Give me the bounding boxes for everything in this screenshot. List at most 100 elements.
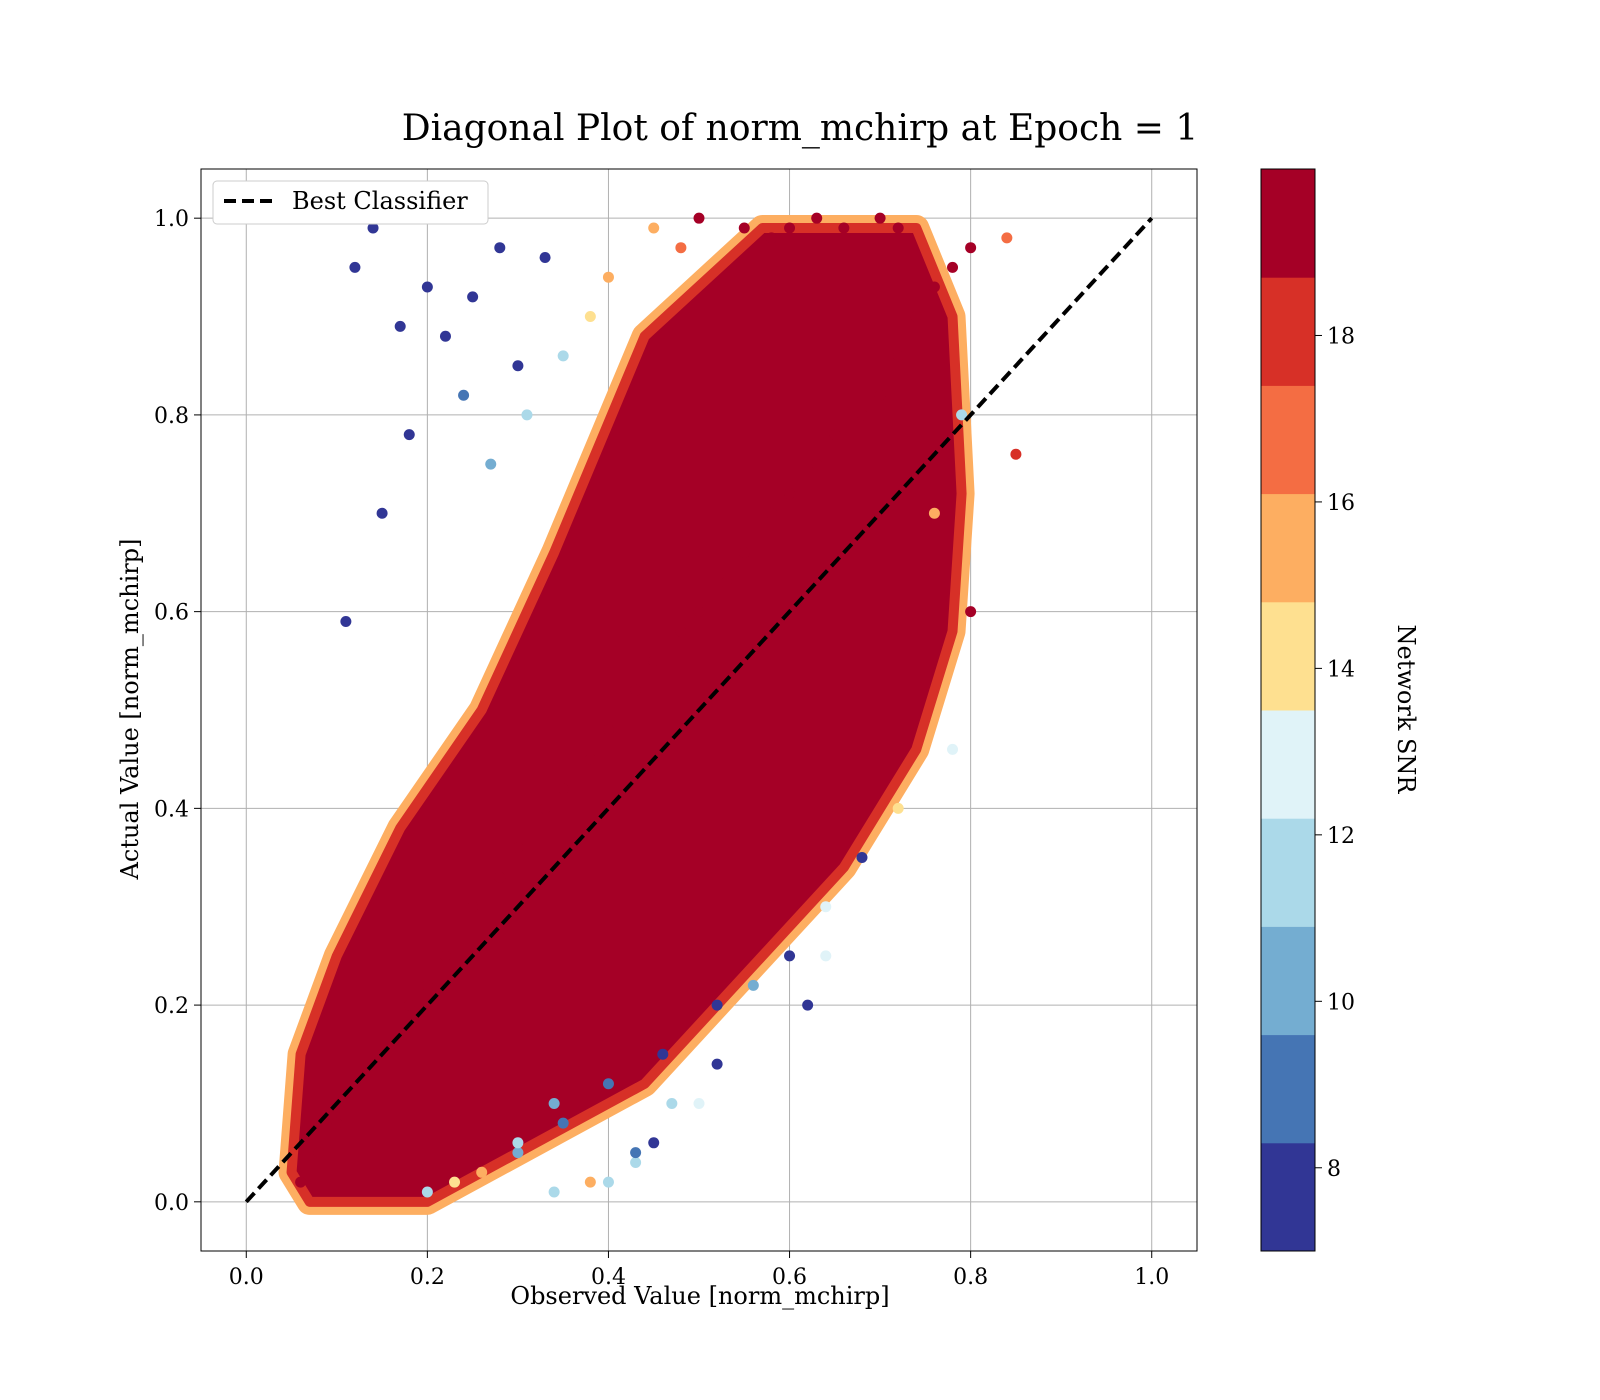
colorbar-segment (1261, 601, 1315, 711)
scatter-point (602, 1176, 614, 1188)
scatter-point (512, 360, 524, 372)
scatter-point (765, 232, 777, 244)
y-axis-ticks: 0.0 0.2 0.4 0.6 0.8 1.0 (154, 207, 201, 1216)
scatter-point (548, 1186, 560, 1198)
scatter-point (820, 901, 832, 913)
scatter-point (892, 350, 904, 362)
colorbar (1260, 168, 1316, 1252)
density-core (286, 223, 967, 1207)
scatter-point (648, 1137, 660, 1149)
scatter-point (666, 1097, 678, 1109)
scatter-point (738, 547, 750, 559)
y-tick-label: 0.4 (154, 797, 189, 822)
scatter-point (584, 1176, 596, 1188)
scatter-point (765, 507, 777, 519)
scatter-point (1001, 232, 1013, 244)
scatter-point (421, 281, 433, 293)
scatter-point (340, 615, 352, 627)
x-tick-label: 1.0 (1134, 1265, 1169, 1290)
scatter-point (421, 979, 433, 991)
scatter-point (485, 458, 497, 470)
scatter-point (403, 999, 415, 1011)
colorbar-tick-label: 12 (1327, 824, 1355, 849)
dense-point-cloud (278, 215, 975, 1215)
scatter-point (965, 606, 977, 618)
scatter-point (892, 222, 904, 234)
colorbar-tick-label: 16 (1327, 491, 1355, 516)
scatter-point (494, 242, 506, 254)
scatter-point (394, 320, 406, 332)
x-tick-label: 0.6 (772, 1265, 807, 1290)
colorbar-tick-label: 18 (1327, 324, 1355, 349)
colorbar-segment (1261, 385, 1315, 495)
scatter-point (856, 852, 868, 864)
colorbar-segment (1261, 818, 1315, 927)
colorbar-segment (1261, 277, 1315, 386)
legend-best-classifier-label: Best Classifier (292, 187, 468, 215)
scatter-point (421, 1186, 433, 1198)
scatter-point (403, 429, 415, 441)
plot-area-frame (200, 168, 1198, 1252)
colorbar-tick-label: 8 (1327, 1157, 1341, 1182)
scatter-point (449, 1176, 461, 1188)
colorbar-frame (1260, 168, 1316, 1252)
scatter-point (784, 950, 796, 962)
scatter-point (928, 281, 940, 293)
scatter-point (675, 625, 687, 637)
scatter-point (331, 1117, 343, 1129)
y-tick-label: 0.0 (154, 1191, 189, 1216)
scatter-point (512, 1137, 524, 1149)
y-tick-label: 0.2 (154, 994, 189, 1019)
scatter-point (539, 252, 551, 264)
scatter-point (548, 1097, 560, 1109)
scatter-point (467, 291, 479, 303)
scatter-point (557, 783, 569, 795)
scatter-point (720, 576, 732, 588)
scatter-point (648, 655, 660, 667)
y-tick-label: 1.0 (154, 207, 189, 232)
scatter-point (602, 724, 614, 736)
scatter-point (512, 1147, 524, 1159)
scatter-point (313, 1147, 325, 1159)
scatter-point (811, 212, 823, 224)
colorbar-ticks: 8 10 12 14 16 18 (1315, 324, 1355, 1182)
colorbar-segment (1261, 926, 1315, 1036)
scatter-point (602, 1078, 614, 1090)
scatter-point (602, 271, 614, 283)
x-tick-label: 0.2 (410, 1265, 445, 1290)
scatter-point (439, 330, 451, 342)
colorbar-segment (1261, 1034, 1315, 1144)
x-axis-ticks: 0.0 0.2 0.4 0.6 0.8 1.0 (229, 1251, 1169, 1290)
colorbar-tick-label: 14 (1327, 657, 1355, 682)
scatter-point (630, 1156, 642, 1168)
colorbar-segment (1261, 169, 1315, 278)
scatter-point (820, 950, 832, 962)
scatter-point (874, 212, 886, 224)
scatter-point (784, 488, 796, 500)
scatter-point (910, 311, 922, 323)
colorbar-label: Network SNR (1392, 625, 1420, 795)
scatter-point (367, 222, 379, 234)
best-classifier-line (244, 216, 1154, 1204)
y-tick-label: 0.6 (154, 601, 189, 626)
scatter-point (784, 222, 796, 234)
scatter-point (711, 1058, 723, 1070)
scatter-point (693, 212, 705, 224)
scatter-point (539, 802, 551, 814)
colorbar-segment (1261, 1142, 1315, 1252)
scatter-point (947, 743, 959, 755)
scatter-point (802, 999, 814, 1011)
scatter-point (439, 950, 451, 962)
best-classifier-layer (244, 216, 1154, 1204)
legend-frame (212, 180, 489, 225)
x-tick-label: 0.4 (591, 1265, 626, 1290)
y-axis-label: Actual Value [norm_mchirp] (116, 539, 144, 881)
y-tick-label: 0.8 (154, 404, 189, 429)
scatter-point (965, 242, 977, 254)
scatter-point (956, 409, 968, 421)
x-tick-label: 0.0 (229, 1265, 264, 1290)
scatter-point (521, 409, 533, 421)
scatter-point (1010, 448, 1022, 460)
scatter-point (584, 753, 596, 765)
